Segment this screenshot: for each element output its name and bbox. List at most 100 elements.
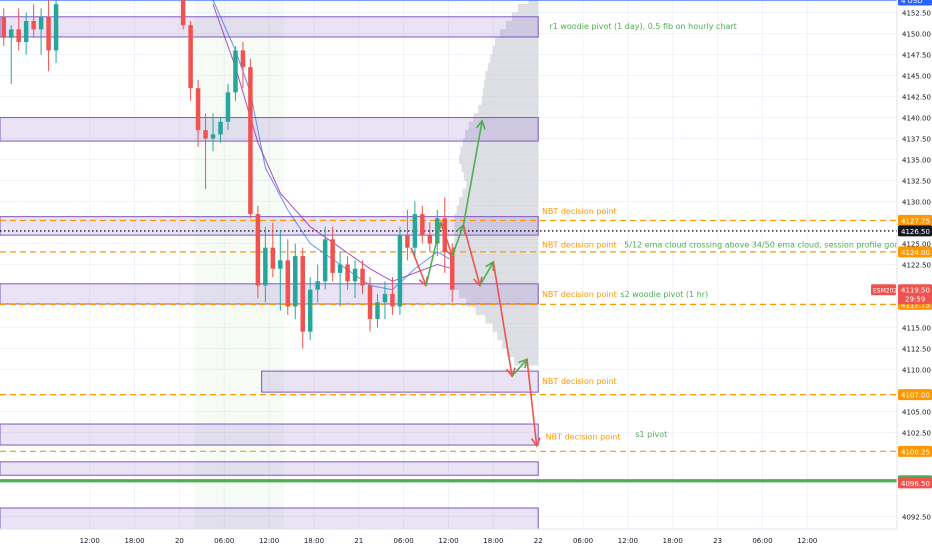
profile-bar <box>499 29 539 39</box>
profile-bar <box>528 0 539 5</box>
time-axis-bg <box>0 529 897 550</box>
x-tick-label: 18:00 <box>304 537 324 545</box>
candle-body <box>1 16 6 38</box>
x-tick-label: 12:00 <box>80 537 100 545</box>
symbol-tag-box <box>871 284 896 296</box>
candle-body <box>203 130 208 139</box>
annotation-label: s1 pivot <box>635 430 667 439</box>
profile-bar <box>460 146 539 156</box>
profile-bar <box>492 323 539 332</box>
candle-body <box>427 235 433 244</box>
annotation-label: NBT decision point <box>542 240 617 249</box>
candle-body <box>315 281 320 290</box>
price-axis-bg <box>897 0 932 550</box>
y-tick-label: 4140.00 <box>902 115 931 123</box>
candle-body <box>412 214 418 248</box>
zone-rect <box>261 370 539 393</box>
candle-body <box>278 260 283 269</box>
annotation-label: NBT decision point <box>542 290 617 299</box>
candle-body <box>180 0 186 26</box>
horizontal-levels <box>0 0 897 483</box>
y-tick-label: 4142.50 <box>902 94 931 102</box>
arrow-shaft <box>479 261 495 286</box>
arrow-shaft <box>462 224 481 286</box>
candle-body <box>435 218 440 244</box>
x-tick-label: 06:00 <box>573 537 593 545</box>
arrow-head <box>475 119 486 130</box>
annotation-label: NBT decision point <box>542 377 617 386</box>
price-tag-label: 4127.75 <box>901 217 930 225</box>
candle-body <box>38 16 44 30</box>
y-tick-label: 4137.50 <box>902 136 931 144</box>
y-tick-label: 4150.00 <box>902 31 931 39</box>
profile-bar <box>475 306 539 316</box>
profile-bar <box>463 171 539 181</box>
profile-bar <box>487 62 539 72</box>
session-shade <box>194 0 285 529</box>
candle-body <box>240 50 246 68</box>
arrow-shaft <box>492 261 513 377</box>
annotation-label: NBT decision point <box>546 433 621 442</box>
candle-body <box>322 239 328 282</box>
last-price-box <box>898 284 932 305</box>
candle-body <box>449 251 455 290</box>
arrow-shaft <box>462 120 483 226</box>
profile-bar <box>495 37 539 47</box>
profile-bar <box>507 348 539 358</box>
price-tag-label: 4096.50 <box>901 480 930 488</box>
candle-body <box>263 247 268 286</box>
x-tick-label: 18:00 <box>483 537 503 545</box>
x-tick-label: 22 <box>534 537 543 545</box>
profile-bar <box>454 281 539 290</box>
profile-bar <box>492 45 539 55</box>
candle-body <box>375 302 380 320</box>
y-tick-label: 4102.50 <box>902 429 931 437</box>
profile-bar <box>454 247 539 257</box>
x-tick-label: 06:00 <box>214 537 234 545</box>
profile-bar <box>456 205 539 215</box>
profile-bar <box>461 163 539 173</box>
price-tag-box <box>898 445 932 457</box>
candle-body <box>23 20 29 42</box>
y-tick-label: 4130.00 <box>902 199 931 207</box>
y-tick-label: 4110.00 <box>902 366 931 374</box>
candle-body <box>330 239 335 273</box>
profile-bar <box>454 264 539 274</box>
candle-body <box>293 256 298 307</box>
candle-body <box>16 29 21 42</box>
countdown-label: 29:59 <box>905 296 925 304</box>
zone-rect <box>0 117 539 142</box>
candle-body <box>382 293 388 303</box>
annotation-label: 5/12 ema cloud crossing above 34/50 ema … <box>624 240 932 249</box>
candle-body <box>420 214 425 236</box>
candle-body <box>195 88 201 131</box>
profile-bar <box>466 297 539 307</box>
y-tick-label: 4092.50 <box>902 513 931 521</box>
x-tick-label: 12:00 <box>618 537 638 545</box>
session-shading <box>194 0 285 529</box>
candle-body <box>352 268 358 282</box>
arrow-shaft <box>440 222 453 257</box>
candles <box>1 0 455 349</box>
candle-body <box>188 25 193 89</box>
y-tick-label: 4115.00 <box>902 324 931 332</box>
profile-bar <box>459 197 539 206</box>
x-tick-label: 18:00 <box>663 537 683 545</box>
price-tag-box <box>898 477 932 489</box>
y-tick-label: 4147.50 <box>902 52 931 60</box>
price-tag-box <box>898 214 932 226</box>
annotations: r1 woodie pivot (1 day), 0.5 fib on hour… <box>542 22 932 442</box>
y-tick-label: 4122.50 <box>902 262 931 270</box>
x-tick-label: 06:00 <box>394 537 414 545</box>
profile-bar <box>490 54 539 64</box>
arrow-shaft <box>425 222 442 286</box>
candle-body <box>225 92 231 122</box>
scenario-arrows <box>410 119 541 448</box>
price-tag-box <box>898 389 932 401</box>
profile-bar <box>454 213 539 223</box>
profile-bar <box>454 222 539 232</box>
price-tag-label: 4126.50 <box>901 228 930 236</box>
arrow-head <box>530 437 541 448</box>
